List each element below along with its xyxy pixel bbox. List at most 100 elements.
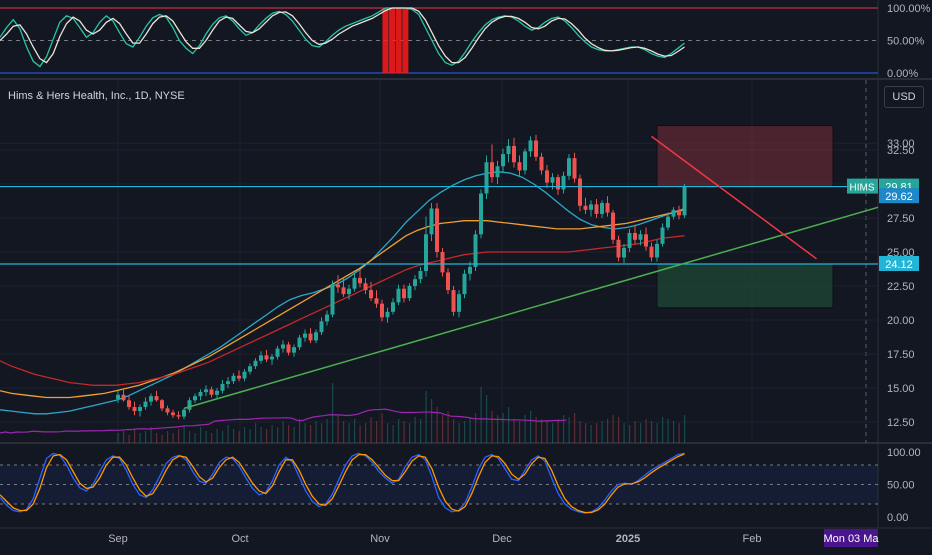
candle xyxy=(182,408,186,420)
candle-body xyxy=(671,209,676,217)
candle xyxy=(149,393,153,406)
volume-bar xyxy=(167,431,169,443)
candle-body xyxy=(490,162,494,178)
volume-bar xyxy=(480,387,482,443)
candle xyxy=(220,379,225,394)
candle xyxy=(457,290,461,318)
volume-bar xyxy=(420,419,422,443)
candle-body xyxy=(363,283,368,291)
long-moving-average xyxy=(0,235,685,386)
volume-bar xyxy=(139,433,141,443)
candle-body xyxy=(193,396,197,401)
candle xyxy=(655,239,659,262)
candle xyxy=(528,136,533,157)
overbought-highlight xyxy=(395,8,402,73)
volume-bar xyxy=(634,421,636,443)
candle xyxy=(649,242,654,262)
volume-bar xyxy=(673,421,675,443)
candle xyxy=(567,154,571,180)
volume-bar xyxy=(662,417,664,443)
candle-body xyxy=(341,287,346,295)
candle xyxy=(292,344,296,357)
volume-bar xyxy=(645,419,647,443)
candle-body xyxy=(638,234,643,240)
stoch-tick-label: 0.00 xyxy=(887,512,908,524)
candle xyxy=(193,393,197,403)
candle-body xyxy=(325,314,329,322)
candle xyxy=(611,209,615,244)
volume-bar xyxy=(447,411,449,443)
candle xyxy=(259,351,263,364)
volume-bar xyxy=(524,415,526,443)
support-price-label: 24.12 xyxy=(885,259,913,271)
candle-body xyxy=(347,288,351,295)
candle-body xyxy=(605,203,610,213)
candle-body xyxy=(462,273,467,295)
candle xyxy=(424,216,428,277)
candle-body xyxy=(550,177,555,183)
ticker-badge-label: HIMS xyxy=(850,183,875,194)
volume-bar xyxy=(563,415,565,443)
volume-bar xyxy=(134,429,136,443)
candle-body xyxy=(611,212,615,240)
candle xyxy=(374,290,379,308)
candle xyxy=(226,377,230,388)
candle xyxy=(572,152,577,183)
stoch-rsi-d-line xyxy=(0,7,685,64)
volume-bar xyxy=(337,415,339,443)
candle-body xyxy=(446,272,450,291)
volume-bar xyxy=(475,413,477,443)
candle xyxy=(171,409,175,418)
candle-body xyxy=(138,407,142,412)
candle-body xyxy=(242,371,247,379)
volume-bar xyxy=(568,417,570,443)
candle xyxy=(517,155,522,176)
stop-zone xyxy=(656,263,834,309)
volume-bar xyxy=(519,421,521,443)
candle xyxy=(237,370,241,382)
candle-body xyxy=(391,302,395,312)
crosshair-date-box xyxy=(824,529,878,547)
volume-bar xyxy=(315,421,317,443)
candle-body xyxy=(589,204,593,210)
candle xyxy=(429,203,434,242)
volume-bar xyxy=(425,391,427,443)
overbought-highlight xyxy=(402,8,409,73)
volume-bar xyxy=(376,421,378,443)
volume-bar xyxy=(288,425,290,443)
volume-bar xyxy=(343,421,345,443)
candle-body xyxy=(171,412,175,416)
target-zone xyxy=(656,125,834,188)
volume-bar xyxy=(552,423,554,443)
volume-bar xyxy=(117,433,119,443)
volume-bar xyxy=(387,423,389,443)
candle xyxy=(490,144,494,183)
slow-moving-average xyxy=(0,209,685,399)
volume-bar xyxy=(596,423,598,443)
candle xyxy=(165,405,170,416)
candle xyxy=(132,401,137,416)
currency-button[interactable]: USD xyxy=(884,86,924,108)
candle-body xyxy=(303,333,307,338)
candle-body xyxy=(649,246,654,258)
candle xyxy=(121,388,126,402)
candle-body xyxy=(534,140,538,157)
candle xyxy=(187,397,192,413)
candle-body xyxy=(407,286,412,299)
candle xyxy=(479,189,483,239)
candle-body xyxy=(160,400,164,409)
price-tick-label: 27.50 xyxy=(887,213,915,225)
candle xyxy=(347,284,351,300)
candle xyxy=(583,197,588,214)
volume-bar xyxy=(623,423,625,443)
candle xyxy=(160,398,164,412)
candle xyxy=(402,284,406,303)
candle-body xyxy=(666,216,670,228)
time-tick-label: Feb xyxy=(743,533,762,545)
volume-bar xyxy=(293,427,295,443)
candle-body xyxy=(418,271,423,280)
volume-bar xyxy=(205,431,207,443)
candle xyxy=(484,155,489,199)
ma-price-label: 29.62 xyxy=(885,191,913,203)
